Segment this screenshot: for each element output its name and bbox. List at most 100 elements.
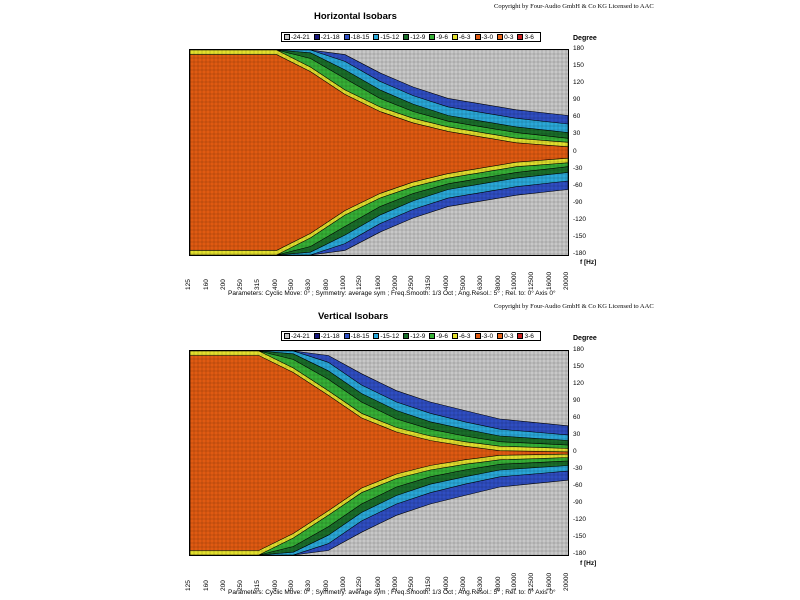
x-tick-label: 1000	[339, 275, 347, 290]
contour-0db	[190, 355, 568, 551]
legend-swatch	[497, 34, 504, 40]
legend-entry: -24-21	[284, 34, 310, 41]
isobar-plot	[189, 350, 569, 556]
x-tick-label: 630	[305, 279, 313, 290]
chart-title: Vertical Isobars	[318, 311, 389, 322]
legend-entry: -3-0	[474, 33, 494, 41]
legend-label: -15-12	[380, 33, 400, 41]
legend-label: -21-18	[320, 33, 340, 41]
legend-swatch	[429, 333, 436, 339]
legend-entry: -12-9	[403, 34, 425, 41]
legend-label: 3-6	[524, 33, 534, 41]
legend-label: -15-12	[380, 332, 400, 340]
legend-entry: 3-6	[517, 33, 534, 41]
y-tick-label: -60	[573, 482, 583, 489]
contour-0db	[190, 54, 568, 251]
x-tick-label: 1250	[356, 275, 364, 290]
isobar-map	[190, 351, 568, 555]
x-tick-label: 8000	[494, 275, 502, 290]
x-tick-label: 500	[288, 279, 296, 290]
legend-label: -24-21	[291, 33, 310, 41]
x-tick-label: 400	[271, 279, 279, 290]
y-axis-title: Degree	[573, 335, 597, 342]
x-axis-unit: f [Hz]	[580, 560, 597, 567]
legend-entry: -15-12	[373, 333, 399, 340]
x-tick-label: 800	[323, 279, 331, 290]
x-tick-label: 2000	[391, 275, 399, 290]
y-tick-label: 30	[573, 130, 581, 138]
legend-label: -12-9	[410, 33, 426, 41]
x-tick-label: 315	[253, 279, 261, 290]
x-tick-label: 20000	[563, 271, 570, 290]
legend-entry: -12-9	[403, 333, 425, 340]
y-tick-label: 60	[573, 113, 581, 121]
legend-label: -12-9	[410, 332, 426, 340]
x-tick-label: 3150	[425, 275, 433, 290]
y-tick-label: -150	[573, 232, 587, 240]
legend-swatch	[474, 34, 481, 40]
x-axis-unit: f [Hz]	[580, 259, 597, 266]
legend-label: -24-21	[291, 332, 310, 340]
chart-title: Horizontal Isobars	[314, 11, 397, 22]
y-tick-label: 120	[573, 79, 584, 87]
y-tick-label: -120	[573, 215, 587, 223]
legend-swatch	[517, 34, 524, 40]
legend-entry: -24-21	[284, 333, 310, 340]
legend-swatch	[313, 333, 320, 339]
legend-label: -3-0	[481, 332, 494, 340]
legend-entry: -9-6	[429, 333, 448, 340]
x-tick-label: 12500	[527, 271, 535, 290]
y-tick-label: -150	[573, 533, 587, 540]
x-tick-label: 125	[185, 279, 192, 290]
y-axis-title: Degree	[573, 35, 597, 42]
legend-label: 0-3	[504, 332, 514, 340]
legend: -24-21 -21-18 -18-15 -15-12 -12-9 -9-6 -6-3 -3-…	[281, 331, 541, 341]
y-tick-label: 30	[573, 431, 581, 438]
legend-swatch	[313, 34, 320, 40]
y-tick-label: 180	[573, 346, 584, 353]
y-tick-label: 0	[573, 448, 577, 455]
legend: -24-21 -21-18 -18-15 -15-12 -12-9 -9-6 -6-3 -3-…	[281, 32, 541, 42]
legend-entry: -21-18	[313, 33, 340, 41]
legend-entry: -21-18	[313, 333, 340, 340]
y-tick-label: -60	[573, 181, 583, 189]
legend-entry: 3-6	[517, 332, 534, 340]
legend-entry: -15-12	[373, 34, 399, 41]
copyright-text: Copyright by Four-Audio GmbH & Co KG Lic…	[494, 3, 654, 10]
y-tick-label: -180	[573, 550, 587, 557]
x-tick-label: 250	[236, 279, 244, 290]
legend-entry: -9-6	[429, 34, 448, 41]
legend-swatch	[343, 333, 350, 339]
copyright-text: Copyright by Four-Audio GmbH & Co KG Lic…	[494, 303, 654, 310]
legend-entry: 0-3	[497, 333, 513, 340]
legend-swatch	[517, 333, 524, 339]
y-tick-label: 180	[573, 45, 584, 52]
y-tick-label: 120	[573, 380, 584, 387]
legend-label: -3-0	[481, 33, 494, 41]
legend-entry: -6-3	[451, 34, 471, 41]
x-tick-label: 160	[203, 580, 211, 591]
isobar-plot	[189, 49, 569, 256]
y-tick-label: 150	[573, 363, 584, 370]
legend-label: -9-6	[436, 332, 448, 340]
legend-swatch	[497, 333, 504, 339]
legend-swatch	[284, 34, 290, 40]
x-tick-label: 200	[220, 580, 227, 591]
grid	[190, 50, 568, 255]
x-tick-label: 16000	[546, 271, 554, 290]
legend-swatch	[403, 333, 410, 339]
legend-label: 3-6	[524, 332, 534, 340]
x-tick-label: 20000	[563, 572, 570, 591]
x-tick-label: 5000	[459, 275, 467, 290]
legend-swatch	[373, 333, 380, 339]
x-tick-label: 125	[185, 580, 192, 591]
y-tick-label: -120	[573, 516, 587, 523]
legend-entry: -18-15	[343, 34, 369, 41]
x-tick-label: 2500	[408, 275, 416, 290]
y-tick-label: -90	[573, 499, 583, 506]
y-tick-label: 0	[573, 147, 577, 155]
y-tick-label: -90	[573, 198, 583, 206]
x-tick-label: 10000	[511, 271, 519, 290]
legend-swatch	[343, 34, 350, 40]
grid	[190, 351, 568, 555]
